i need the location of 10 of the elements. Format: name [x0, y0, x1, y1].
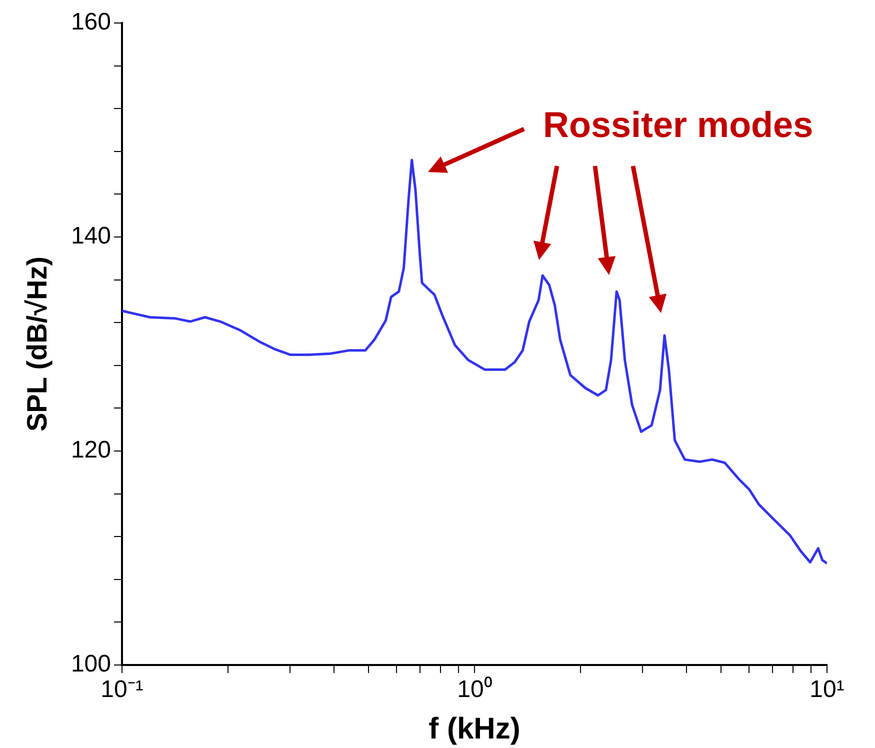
x-tick-label: 10¹ — [810, 676, 844, 704]
annotation: Rossiter modes — [543, 104, 814, 146]
x-tick-label: 10⁻¹ — [100, 676, 144, 704]
y-tick-label: 100 — [70, 650, 111, 678]
y-tick-label: 160 — [70, 8, 111, 36]
x-axis-title: f (kHz) — [428, 712, 520, 746]
y-tick-label: 140 — [70, 222, 111, 250]
x-tick-label: 10⁰ — [457, 676, 492, 704]
y-tick-label: 120 — [70, 436, 111, 464]
y-axis-title: SPL (dB/√Hz) — [22, 256, 53, 432]
